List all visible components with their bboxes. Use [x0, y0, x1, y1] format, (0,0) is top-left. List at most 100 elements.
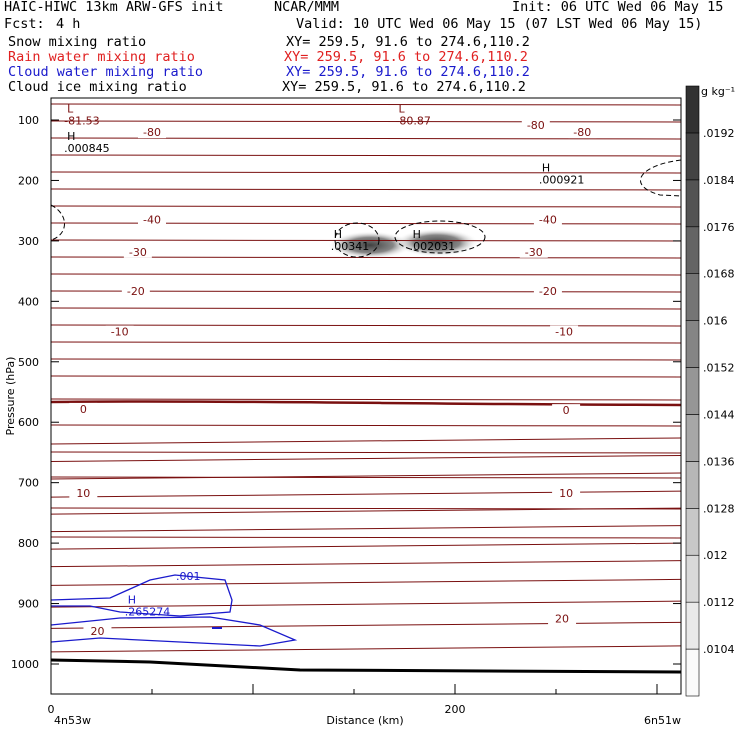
isotherm-label: 10 [559, 487, 573, 500]
y-axis-label: Pressure (hPa) [4, 357, 17, 436]
isotherm-line [51, 542, 681, 550]
colorbar-label: .0168 [703, 268, 735, 281]
isotherm-line [51, 239, 681, 242]
model-title: HAIC-HIWC 13km ARW-GFS init [4, 0, 224, 15]
field-name-rain: Rain water mixing ratio [8, 49, 195, 65]
isotherm-line [51, 454, 681, 462]
isotherm-line [51, 451, 681, 454]
y-tick-label: 200 [18, 174, 39, 187]
high-marker: H [413, 228, 421, 241]
low-marker: L [398, 103, 405, 116]
isotherm-label: -10 [555, 326, 573, 339]
isotherm-label: -80 [527, 119, 545, 132]
y-tick-label: 300 [18, 235, 39, 248]
colorbar-label: .0128 [703, 502, 735, 515]
colorbar-label: .0176 [703, 221, 735, 234]
isotherm-label: 0 [563, 404, 570, 417]
isotherm-label: -80 [573, 126, 591, 139]
isotherm-line [51, 476, 681, 479]
valid-time: Valid: 10 UTC Wed 06 May 15 (07 LST Wed … [296, 16, 703, 32]
isotherm-label-bg [121, 285, 150, 298]
center-label: NCAR/MMM [274, 0, 340, 15]
colorbar-cell [685, 226, 700, 274]
isotherm-line [51, 120, 681, 123]
extremum-value: .000921 [539, 173, 585, 186]
colorbar-cell [685, 601, 700, 650]
isotherm-line [51, 645, 681, 653]
isotherm-label-bg [533, 285, 562, 298]
colorbar-label: .0144 [703, 408, 735, 421]
isotherm-line [51, 171, 681, 174]
right-endpoint-label: 6n51w [644, 714, 681, 727]
isotherm-label: -30 [525, 246, 543, 259]
high-marker: H [67, 130, 75, 143]
isotherm-label-bg [552, 486, 581, 499]
isotherm-line [51, 341, 681, 344]
isotherm-line [51, 256, 681, 259]
cloud-water-contour-outer [51, 574, 233, 617]
extremum-value: .002031 [410, 240, 456, 253]
isotherm-line [51, 205, 681, 208]
isotherm-label-bg [69, 486, 98, 499]
colorbar-cell [685, 508, 700, 556]
isotherm-line [51, 398, 681, 401]
shaded-blob-2 [394, 228, 479, 257]
y-tick-label: 900 [18, 598, 39, 611]
extremum-value: -81.53 [64, 115, 99, 128]
isotherm-label-bg [138, 213, 166, 226]
isotherm-line [51, 358, 681, 361]
ice-contour-left [51, 204, 65, 241]
y-tick-label: 600 [18, 416, 39, 429]
isotherm-line [51, 273, 681, 276]
isotherm-line [51, 290, 681, 293]
fcst-label: Fcst: [4, 16, 45, 32]
colorbar-cell [685, 554, 700, 603]
isotherm-label: 10 [76, 487, 90, 500]
colorbar-cell [685, 179, 700, 228]
high-marker: H [542, 161, 550, 174]
plot-frame [50, 97, 682, 695]
high-marker: H [334, 228, 342, 241]
isotherm-line [51, 536, 681, 539]
isotherm-label-bg [521, 118, 550, 131]
x-axis-label: Distance (km) [326, 714, 403, 727]
isotherm-line [51, 621, 681, 629]
isotherm-line [51, 103, 681, 106]
low-marker: L [67, 103, 74, 116]
colorbar-cell [685, 273, 700, 321]
isotherm-label-bg [548, 612, 577, 625]
extremum-value: .000845 [64, 142, 110, 155]
plot-area: -80 -80 -80 -40 -40 -30 -30 -20 -20 -10 -10 0 0 10 10 2… [51, 103, 681, 674]
isotherm-line [51, 600, 681, 608]
isotherm-label-bg [552, 404, 581, 417]
field-xy-cloud-ice: XY= 259.5, 91.6 to 274.6,110.2 [282, 79, 526, 95]
isotherm-line [51, 437, 681, 445]
colorbar-unit: g kg⁻¹ [701, 85, 735, 98]
isotherm-label-bg [83, 624, 112, 637]
colorbar: .0104 .0112 .012 .0128 .0136 .0144 .0152 .016 .0… [685, 85, 735, 697]
isotherm-label: -40 [143, 214, 161, 227]
isotherm-label: -10 [111, 326, 129, 339]
extremum-value: .00341 [331, 240, 370, 253]
isotherm-label-bg [533, 213, 562, 226]
colorbar-label: .016 [703, 315, 728, 328]
y-tick-label: 1000 [11, 658, 39, 671]
isotherm-line [51, 154, 681, 157]
isotherm-label-bg [123, 245, 152, 258]
colorbar-label: .0192 [703, 127, 735, 140]
colorbar-cell [685, 85, 700, 134]
isotherm-label: 20 [555, 613, 569, 626]
isotherm-line [51, 525, 681, 533]
x-tick-label: 200 [445, 703, 466, 716]
field-name-snow: Snow mixing ratio [8, 34, 147, 50]
colorbar-cell [685, 414, 700, 462]
isotherm-line [51, 324, 681, 327]
shaded-blob-1 [328, 231, 413, 260]
colorbar-label: .0112 [703, 596, 735, 609]
colorbar-label: .0104 [703, 643, 735, 656]
isotherm-line [51, 578, 681, 586]
cloud-water-contour-inner [51, 616, 298, 647]
isotherm-label-bg [568, 126, 597, 139]
